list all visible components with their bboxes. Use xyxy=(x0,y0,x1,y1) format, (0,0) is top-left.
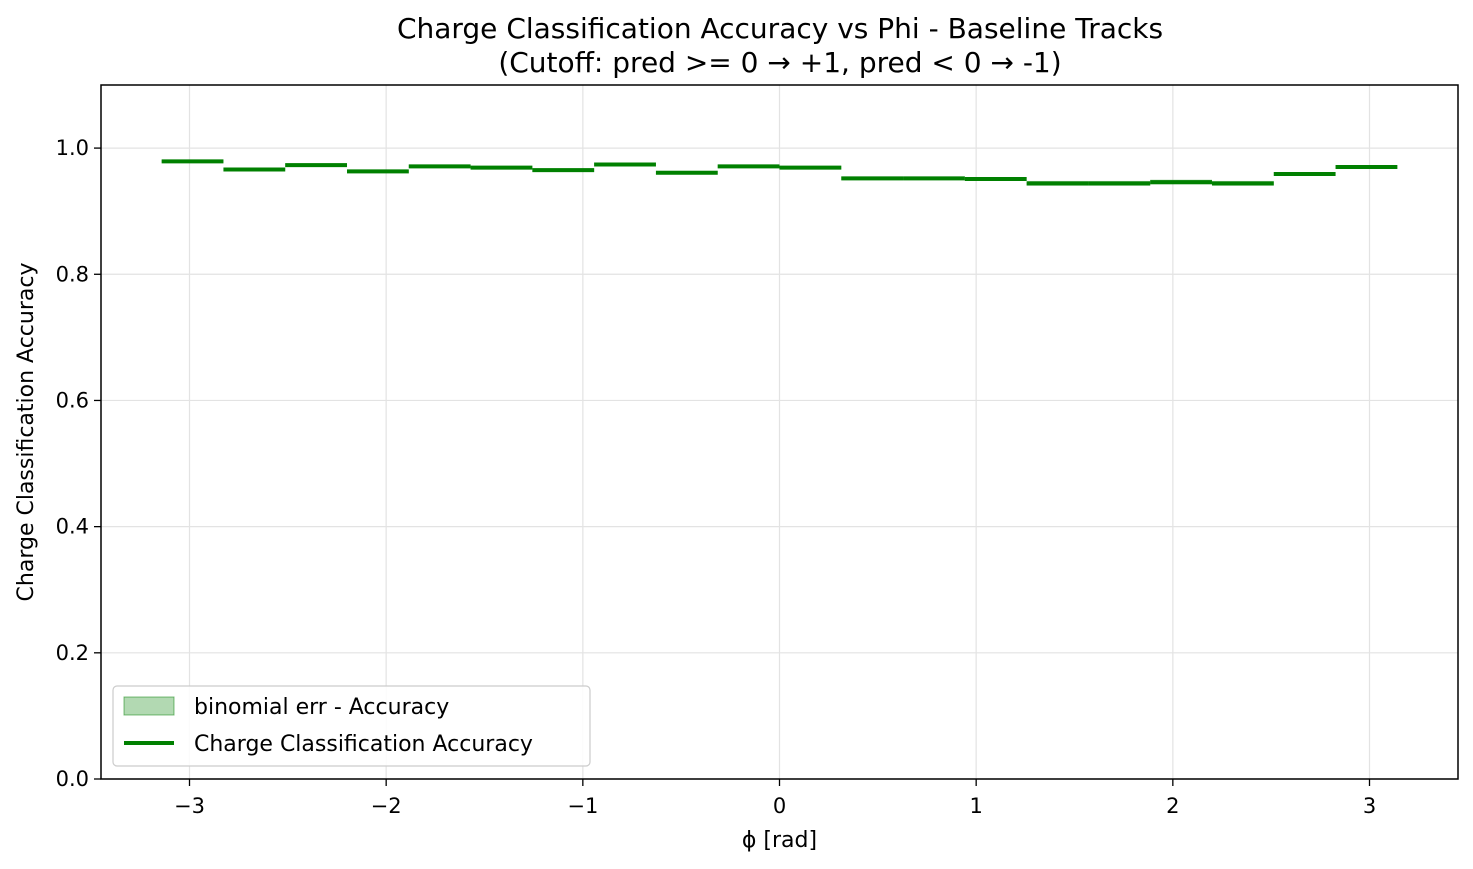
y-axis-ticks: 0.0 0.2 0.4 0.6 0.8 1.0 xyxy=(56,136,101,791)
legend-line-label: Charge Classification Accuracy xyxy=(194,732,533,757)
accuracy-step-line xyxy=(161,159,1398,186)
x-tick-label: −1 xyxy=(567,794,598,818)
x-tick-label: 3 xyxy=(1363,794,1376,818)
y-tick-label: 0.8 xyxy=(56,262,89,286)
x-tick-label: 1 xyxy=(969,794,982,818)
y-tick-label: 0.6 xyxy=(56,388,89,412)
x-axis-ticks: −3 −2 −1 0 1 2 3 xyxy=(174,779,1376,818)
y-axis-label: Charge Classification Accuracy xyxy=(14,263,39,602)
y-tick-label: 0.0 xyxy=(56,767,89,791)
legend: binomial err - Accuracy Charge Classific… xyxy=(112,685,591,767)
y-tick-label: 0.2 xyxy=(56,641,89,665)
legend-band-swatch xyxy=(123,696,175,716)
x-axis-label: ϕ [rad] xyxy=(742,828,817,853)
legend-box xyxy=(112,685,591,767)
chart-subtitle: (Cutoff: pred >= 0 → +1, pred < 0 → -1) xyxy=(498,46,1061,79)
y-tick-label: 0.4 xyxy=(56,515,89,539)
legend-band-label: binomial err - Accuracy xyxy=(194,695,449,720)
x-tick-label: 2 xyxy=(1166,794,1179,818)
y-tick-label: 1.0 xyxy=(56,136,89,160)
grid xyxy=(101,85,1458,780)
x-tick-label: −3 xyxy=(174,794,205,818)
x-tick-label: −2 xyxy=(371,794,402,818)
chart-title: Charge Classification Accuracy vs Phi - … xyxy=(397,12,1163,45)
x-tick-label: 0 xyxy=(773,794,786,818)
